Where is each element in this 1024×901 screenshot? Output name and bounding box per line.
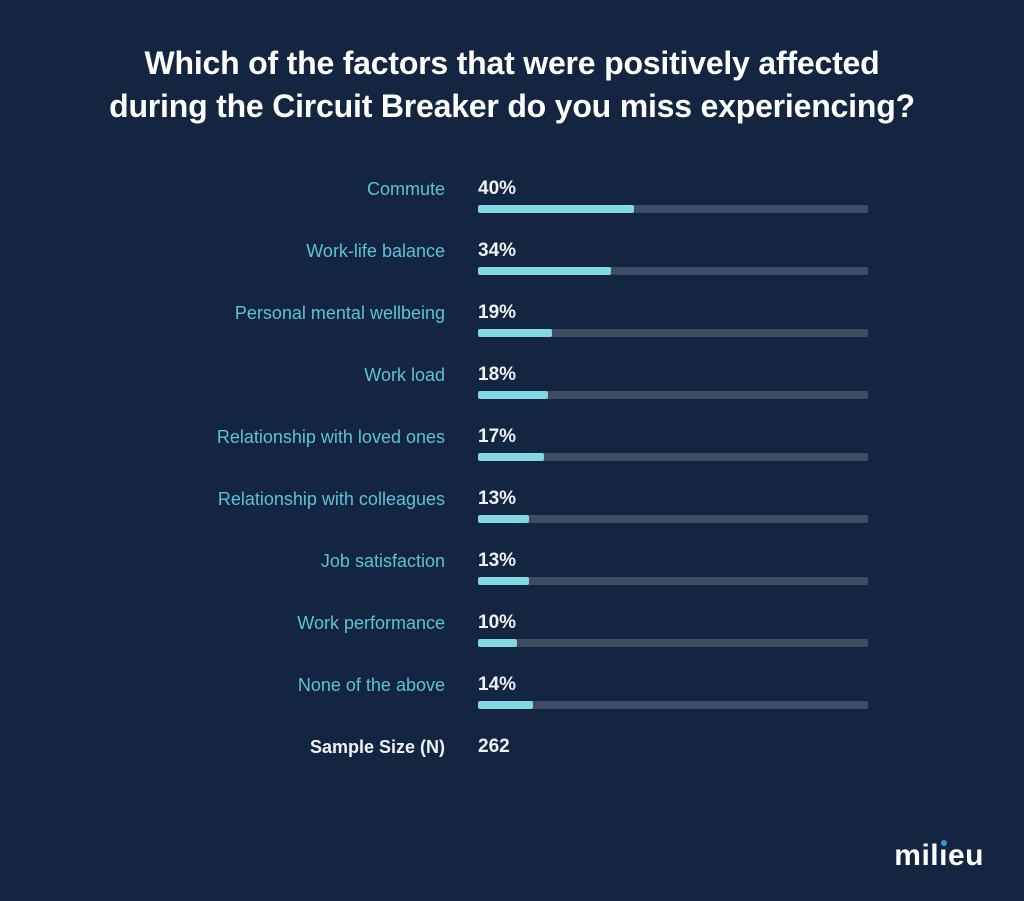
bar-row: None of the above 14% [0, 674, 868, 709]
value-label: 14% [478, 674, 517, 695]
bar-track [478, 577, 868, 585]
value-label: 34% [478, 240, 517, 261]
bar-chart: Commute 40% Work-life balance 34% Person… [0, 178, 868, 709]
bar-fill [478, 267, 611, 275]
bar-row: Personal mental wellbeing 19% [0, 302, 868, 337]
bar-row: Relationship with loved ones 17% [0, 426, 868, 461]
bar-track [478, 453, 868, 461]
bar-fill [478, 639, 517, 647]
bar-fill [478, 329, 553, 337]
bar-cell: 19% [478, 302, 868, 337]
bar-fill [478, 391, 549, 399]
category-label: Work performance [297, 613, 445, 633]
bar-row: Commute 40% [0, 178, 868, 213]
value-label: 13% [478, 488, 517, 509]
bar-track [478, 205, 868, 213]
bar-cell: 13% [478, 488, 868, 523]
logo-text-pre: mil [894, 839, 940, 872]
category-label: None of the above [297, 675, 445, 695]
bar-cell: 17% [478, 426, 868, 461]
category-label: Relationship with colleagues [217, 489, 445, 509]
sample-size-label: Sample Size (N) [309, 737, 445, 757]
logo-blue-dot-icon [940, 840, 947, 846]
bar-track [478, 639, 868, 647]
sample-size-value: 262 [478, 736, 510, 757]
bar-row: Job satisfaction 13% [0, 550, 868, 585]
value-label: 17% [478, 426, 517, 447]
bar-fill [478, 453, 545, 461]
bar-fill [478, 577, 529, 585]
bar-cell: 14% [478, 674, 868, 709]
category-label: Personal mental wellbeing [234, 303, 445, 323]
sample-size-row: Sample Size (N) 262 [0, 736, 1024, 758]
value-label: 13% [478, 550, 517, 571]
bar-row: Relationship with colleagues 13% [0, 488, 868, 523]
bar-row: Work performance 10% [0, 612, 868, 647]
bar-track [478, 701, 868, 709]
logo-text-post: eu [947, 839, 984, 872]
milieu-logo: milı eu [894, 839, 984, 873]
bar-cell: 18% [478, 364, 868, 399]
category-label: Relationship with loved ones [216, 427, 445, 447]
bar-row: Work-life balance 34% [0, 240, 868, 275]
bar-fill [478, 205, 634, 213]
value-label: 40% [478, 178, 517, 199]
bar-cell: 10% [478, 612, 868, 647]
category-label: Work load [364, 365, 445, 385]
bar-cell: 40% [478, 178, 868, 213]
sample-size-cell: 262 [478, 736, 868, 758]
category-label: Work-life balance [306, 241, 445, 261]
logo-blue-i: ı [939, 839, 948, 873]
chart-title: Which of the factors that were positivel… [109, 45, 915, 124]
bar-cell: 13% [478, 550, 868, 585]
bar-track [478, 329, 868, 337]
category-label: Commute [366, 179, 445, 199]
bar-track [478, 391, 868, 399]
category-label: Job satisfaction [320, 551, 445, 571]
bar-fill [478, 701, 533, 709]
value-label: 19% [478, 302, 517, 323]
bar-track [478, 267, 868, 275]
bar-row: Work load 18% [0, 364, 868, 399]
value-label: 10% [478, 612, 517, 633]
value-label: 18% [478, 364, 517, 385]
logo-i-base: ı [939, 839, 948, 872]
bar-fill [478, 515, 529, 523]
bar-cell: 34% [478, 240, 868, 275]
bar-track [478, 515, 868, 523]
